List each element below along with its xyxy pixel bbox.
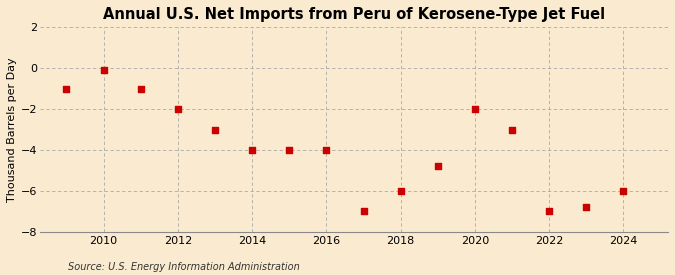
Point [321, 148, 332, 152]
Point [396, 189, 406, 193]
Text: Source: U.S. Energy Information Administration: Source: U.S. Energy Information Administ… [68, 262, 299, 272]
Point [507, 127, 518, 132]
Point [172, 107, 183, 111]
Point [98, 68, 109, 72]
Point [209, 127, 220, 132]
Title: Annual U.S. Net Imports from Peru of Kerosene-Type Jet Fuel: Annual U.S. Net Imports from Peru of Ker… [103, 7, 605, 22]
Point [618, 189, 629, 193]
Point [581, 205, 592, 210]
Y-axis label: Thousand Barrels per Day: Thousand Barrels per Day [7, 57, 17, 202]
Point [433, 164, 443, 169]
Point [246, 148, 257, 152]
Point [135, 86, 146, 91]
Point [61, 86, 72, 91]
Point [284, 148, 294, 152]
Point [470, 107, 481, 111]
Point [358, 209, 369, 214]
Point [544, 209, 555, 214]
